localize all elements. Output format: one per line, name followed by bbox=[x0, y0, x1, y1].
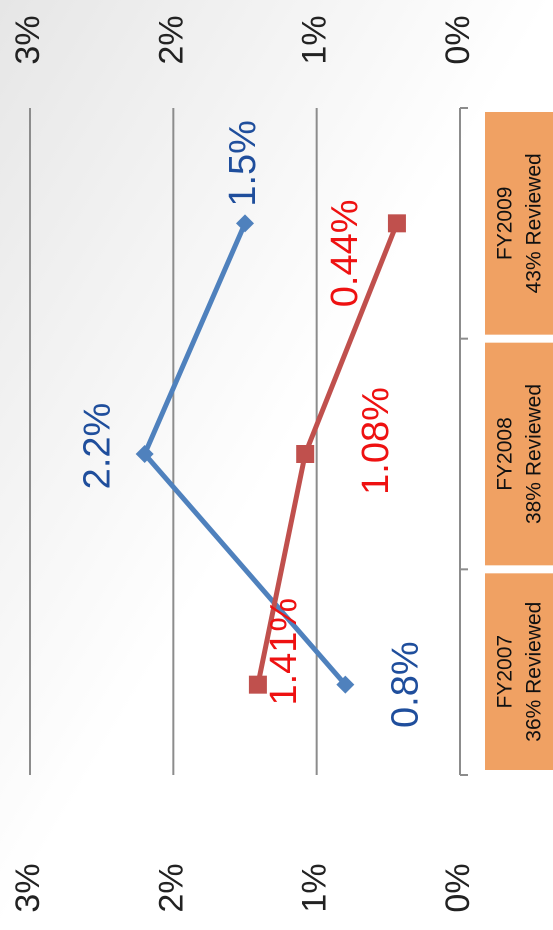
value-label: 0.8% bbox=[384, 641, 426, 728]
x-tick-label: 43% Reviewed bbox=[523, 153, 546, 293]
marker bbox=[296, 445, 315, 463]
marker bbox=[236, 214, 254, 233]
y-tick-label: 1% bbox=[296, 15, 334, 64]
y-tick-label: 1% bbox=[296, 863, 334, 912]
value-label: 1.41% bbox=[263, 598, 305, 706]
value-label: 2.2% bbox=[77, 403, 119, 490]
category-box bbox=[485, 112, 553, 335]
y-tick-label: 2% bbox=[152, 15, 190, 64]
marker bbox=[248, 675, 267, 694]
y-tick-label: 3% bbox=[9, 15, 47, 64]
value-label: 0.44% bbox=[324, 199, 366, 307]
y-tick-label: 0% bbox=[439, 15, 477, 64]
marker bbox=[387, 214, 406, 233]
marker bbox=[135, 445, 154, 463]
y-tick-label: 2% bbox=[152, 863, 190, 912]
category-box bbox=[485, 342, 553, 566]
x-tick-label: FY2008 bbox=[494, 417, 517, 491]
y-tick-label: 3% bbox=[9, 863, 47, 912]
value-label: 1.5% bbox=[222, 120, 264, 207]
y-tick-label: 0% bbox=[439, 863, 477, 912]
x-tick-label: FY2009 bbox=[494, 187, 517, 261]
category-box bbox=[485, 573, 553, 770]
x-tick-label: 36% Reviewed bbox=[523, 602, 546, 742]
x-tick-label: FY2007 bbox=[494, 635, 517, 709]
rotated-plot: 0% 0% 1% 1% 2% 2% 3% 3% FY2007 36% Reviewed FY2008… bbox=[9, 15, 553, 913]
x-tick-label: 38% Reviewed bbox=[523, 384, 546, 524]
value-label: 1.08% bbox=[355, 387, 397, 495]
